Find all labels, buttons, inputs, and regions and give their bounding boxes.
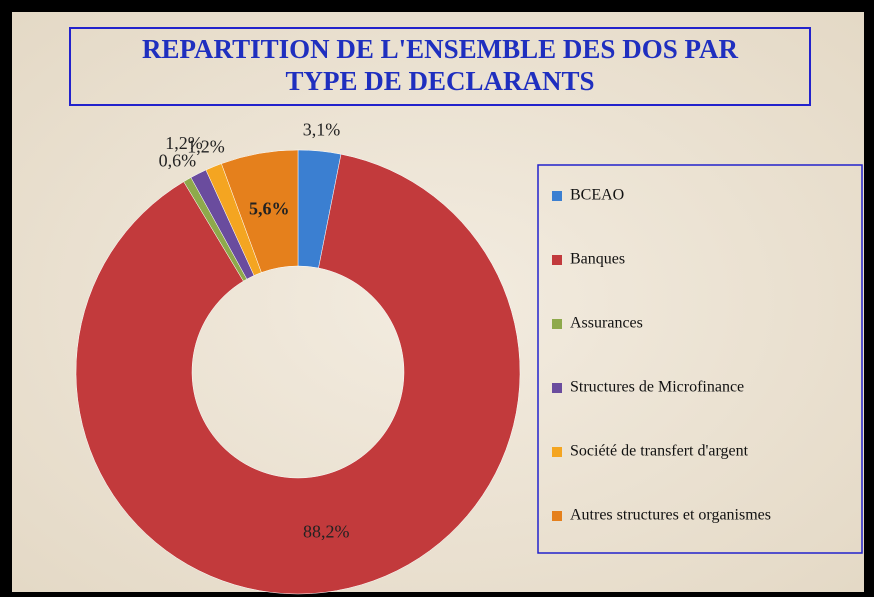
chart-title: REPARTITION DE L'ENSEMBLE DES DOS PAR TYP… xyxy=(142,34,738,96)
title-box xyxy=(69,27,811,106)
legend-swatch xyxy=(552,191,562,201)
legend-swatch xyxy=(552,383,562,393)
legend-label: Société de transfert d'argent xyxy=(570,443,749,460)
legend-label: Banques xyxy=(570,251,625,268)
data-label: 88,2% xyxy=(303,522,350,542)
data-label: 1,2% xyxy=(187,136,225,156)
legend-label: Structures de Microfinance xyxy=(570,379,744,396)
legend-label: BCEAO xyxy=(570,187,624,204)
legend-label: Autres structures et organismes xyxy=(570,507,771,524)
legend-swatch xyxy=(552,255,562,265)
data-label: 1,2% xyxy=(165,133,203,153)
data-label: 0,6% xyxy=(159,150,197,170)
legend-swatch xyxy=(552,319,562,329)
data-label: 5,6% xyxy=(249,199,290,219)
legend-swatch xyxy=(552,511,562,521)
legend-swatch xyxy=(552,447,562,457)
donut-slice xyxy=(221,149,299,273)
legend-label: Assurances xyxy=(570,315,643,332)
donut-slice xyxy=(75,153,521,595)
data-label: 3,1% xyxy=(303,119,341,139)
legend-box xyxy=(537,164,863,554)
